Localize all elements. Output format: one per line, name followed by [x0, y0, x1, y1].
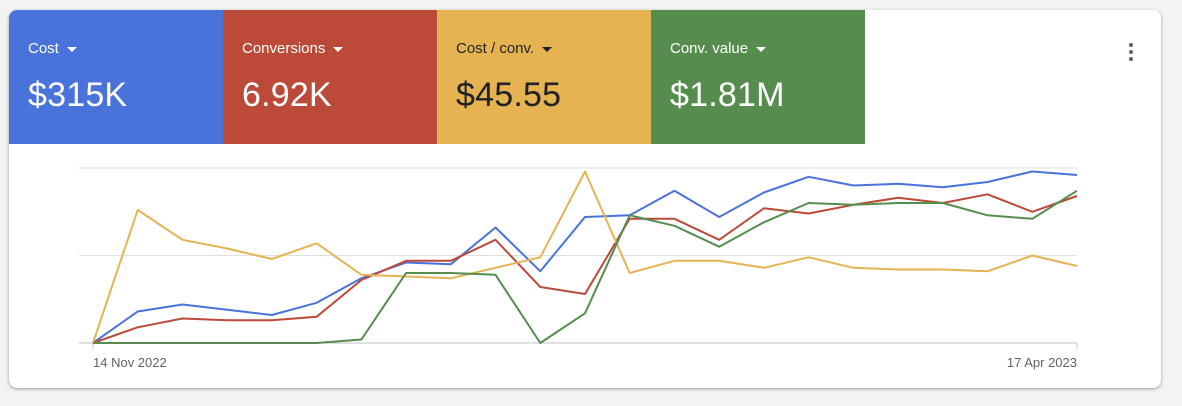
- metric-label: Cost: [28, 40, 59, 57]
- series-line-conv-value: [93, 189, 1078, 344]
- metric-selector-conv-value[interactable]: Conv. value: [670, 40, 865, 58]
- performance-card: Cost $315K Conversions 6.92K Cost / conv…: [9, 10, 1161, 388]
- metric-label: Conv. value: [670, 40, 749, 57]
- metric-label: Conversions: [242, 40, 326, 57]
- x-axis-start-label: 14 Nov 2022: [93, 355, 167, 370]
- chart-series: [92, 170, 1078, 344]
- series-line-cost: [92, 170, 1078, 344]
- metric-value: $1.81M: [670, 76, 785, 114]
- series-line-cost-conv: [92, 170, 1078, 344]
- metric-selector-cost[interactable]: Cost: [28, 40, 223, 58]
- metric-tiles: Cost $315K Conversions 6.92K Cost / conv…: [9, 10, 865, 144]
- metric-tile-conv-value[interactable]: Conv. value $1.81M: [651, 10, 865, 144]
- chart-gridlines: [79, 167, 1078, 349]
- more-vert-icon: [1129, 43, 1133, 47]
- metric-selector-cost-per-conv[interactable]: Cost / conv.: [456, 40, 651, 58]
- metric-tile-cost[interactable]: Cost $315K: [9, 10, 223, 144]
- metric-value: $45.55: [456, 76, 562, 114]
- performance-line-chart: 14 Nov 2022 17 Apr 2023: [79, 167, 1078, 370]
- series-line-conversions: [92, 193, 1078, 344]
- x-axis-end-label: 17 Apr 2023: [1007, 355, 1077, 370]
- dropdown-arrow-icon: [542, 46, 553, 52]
- metric-label: Cost / conv.: [456, 40, 535, 57]
- dropdown-arrow-icon: [66, 46, 77, 52]
- dropdown-arrow-icon: [333, 46, 344, 52]
- more-options-button[interactable]: [1119, 38, 1143, 66]
- metric-tile-conversions[interactable]: Conversions 6.92K: [223, 10, 437, 144]
- more-vert-icon: [1129, 50, 1133, 54]
- dropdown-arrow-icon: [756, 46, 767, 52]
- metric-tile-cost-per-conv[interactable]: Cost / conv. $45.55: [437, 10, 651, 144]
- metric-value: 6.92K: [242, 76, 332, 114]
- more-vert-icon: [1129, 57, 1133, 61]
- metric-value: $315K: [28, 76, 128, 114]
- metric-selector-conversions[interactable]: Conversions: [242, 40, 437, 58]
